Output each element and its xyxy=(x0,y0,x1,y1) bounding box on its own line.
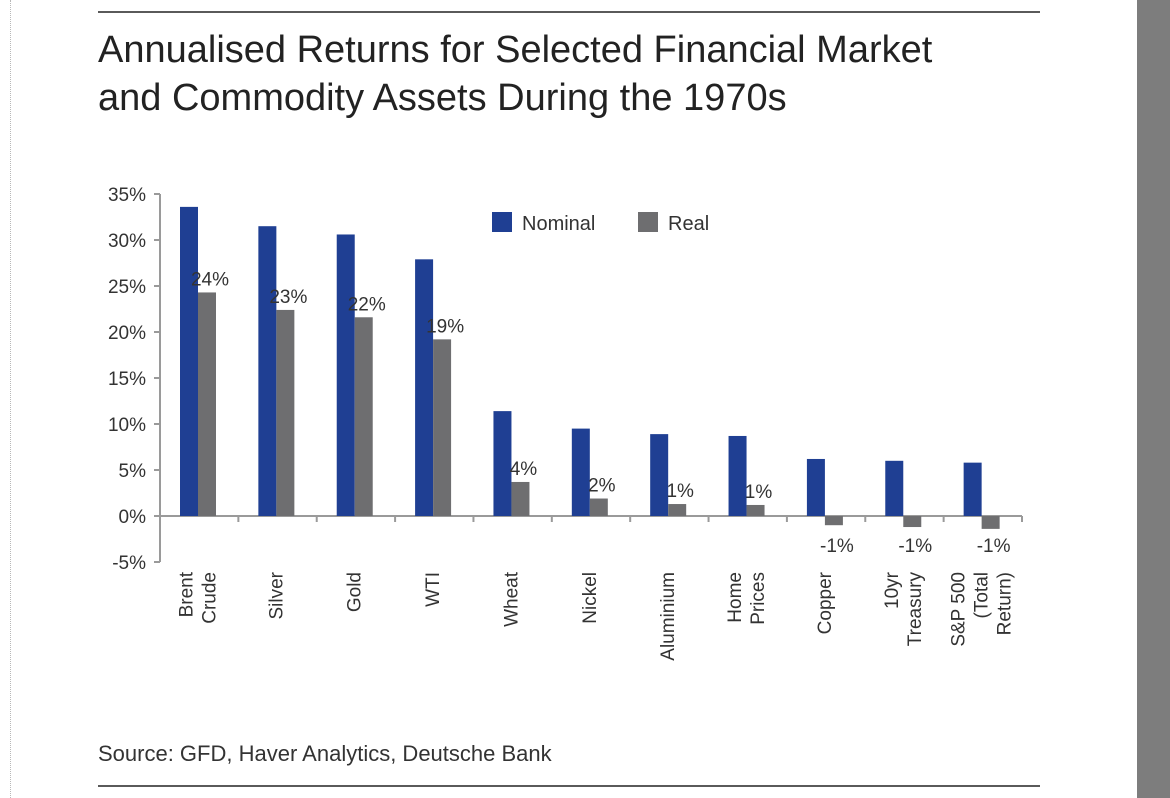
y-tick-label: 5% xyxy=(119,461,147,482)
x-category-label: Crude xyxy=(200,572,221,624)
bar-real xyxy=(276,309,295,516)
data-label-real: 1% xyxy=(666,481,694,502)
chart-title: Annualised Returns for Selected Financia… xyxy=(98,26,1098,122)
bar-nominal xyxy=(180,206,198,516)
bar-nominal xyxy=(728,435,747,516)
y-tick-label: -5% xyxy=(112,553,146,574)
bar-real xyxy=(746,504,765,516)
data-label-real: 24% xyxy=(191,269,229,290)
source-note: Source: GFD, Haver Analytics, Deutsche B… xyxy=(98,741,552,766)
bar-real xyxy=(824,516,843,526)
x-category-label: S&P 500 xyxy=(949,572,970,647)
x-category-label: Return) xyxy=(995,572,1016,635)
x-category-label: (Total xyxy=(972,572,993,618)
data-label-real: 23% xyxy=(269,287,307,308)
bar-nominal xyxy=(806,458,825,516)
bar-nominal xyxy=(493,411,512,516)
bar-nominal xyxy=(963,462,982,516)
x-category-label: Silver xyxy=(266,571,287,619)
y-tick-label: 0% xyxy=(119,507,147,528)
bottom-rule xyxy=(98,785,1040,787)
bar-real xyxy=(433,339,452,516)
x-category-label: Gold xyxy=(345,572,366,612)
y-tick-label: 15% xyxy=(108,369,146,390)
data-label-real: 19% xyxy=(426,316,464,337)
legend-swatch-nominal xyxy=(492,212,512,232)
bar-real xyxy=(511,481,530,516)
bar-nominal xyxy=(336,234,355,517)
data-label-real: 1% xyxy=(745,482,773,503)
y-tick-label: 30% xyxy=(108,231,146,252)
x-category-label: Aluminium xyxy=(658,572,679,661)
y-tick-label: 20% xyxy=(108,323,146,344)
data-label-real: 4% xyxy=(510,459,538,480)
bar-nominal xyxy=(650,434,669,516)
data-label-real: 2% xyxy=(588,476,616,497)
x-category-label: 10yr xyxy=(882,571,903,609)
x-category-label: Nickel xyxy=(580,572,601,624)
bar-real xyxy=(981,516,1000,529)
top-rule xyxy=(98,11,1040,13)
bar-nominal xyxy=(258,226,277,516)
legend-swatch-real xyxy=(638,212,658,232)
bar-real xyxy=(668,504,687,516)
data-label-real: -1% xyxy=(898,536,932,557)
chart-title-line-1: Annualised Returns for Selected Financia… xyxy=(98,29,933,71)
x-category-label: Treasury xyxy=(905,572,926,647)
legend-label-nominal: Nominal xyxy=(522,213,595,235)
legend-label-real: Real xyxy=(668,213,709,235)
right-side-panel xyxy=(1137,0,1170,798)
x-category-label: Wheat xyxy=(501,571,522,627)
bar-real xyxy=(354,317,373,516)
bar-real xyxy=(198,292,216,516)
y-tick-label: 25% xyxy=(108,277,146,298)
x-category-label: WTI xyxy=(423,572,444,607)
bar-real xyxy=(589,498,608,516)
y-tick-label: 10% xyxy=(108,415,146,436)
data-label-real: 22% xyxy=(348,294,386,315)
bar-real xyxy=(903,516,922,528)
x-category-label: Home xyxy=(725,572,746,623)
data-label-real: -1% xyxy=(977,536,1011,557)
y-tick-label: 35% xyxy=(108,185,146,206)
data-label-real: -1% xyxy=(820,536,854,557)
bar-nominal xyxy=(415,259,434,516)
x-category-label: Prices xyxy=(748,572,769,625)
bar-nominal xyxy=(571,428,590,516)
page-edge-divider xyxy=(10,0,11,798)
x-category-label: Brent xyxy=(177,571,198,617)
bar-nominal xyxy=(885,460,904,516)
x-category-label: Copper xyxy=(815,571,836,634)
chart-title-line-2: and Commodity Assets During the 1970s xyxy=(98,77,787,119)
